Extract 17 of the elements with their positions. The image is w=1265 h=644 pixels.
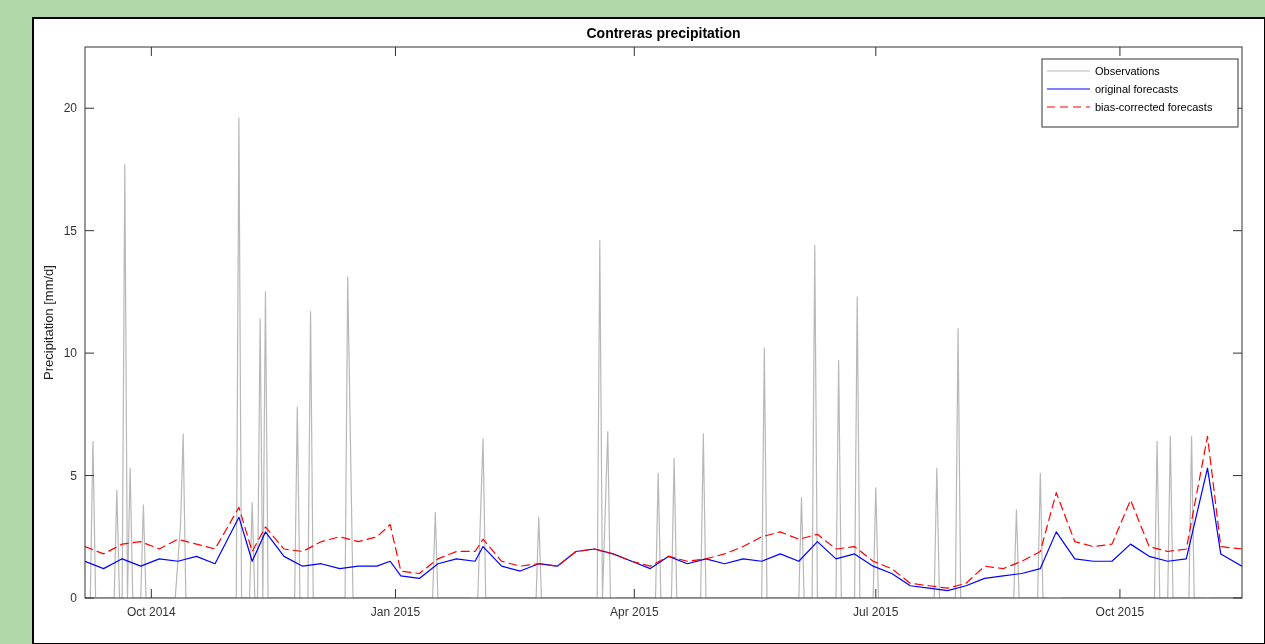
x-tick-label: Jul 2015 <box>853 605 899 619</box>
y-axis-title: Precipitation [mm/d] <box>41 265 56 380</box>
legend-label: bias-corrected forecasts <box>1095 100 1213 113</box>
y-tick-label: 20 <box>63 101 78 116</box>
x-tick-label: Oct 2014 <box>126 605 177 619</box>
y-tick-label: 10 <box>63 346 78 361</box>
x-tick-label: Apr 2015 <box>609 605 659 619</box>
line-series <box>85 435 1242 589</box>
legend-label: original forecasts <box>1095 82 1179 95</box>
y-tick-label: 5 <box>70 468 78 483</box>
x-tick-label: Oct 2015 <box>1095 605 1145 619</box>
legend-label: Observations <box>1095 64 1161 77</box>
line-series <box>85 467 1242 592</box>
chart-title: Contreras precipitation <box>586 25 741 41</box>
x-tick-label: Jan 2015 <box>370 605 421 619</box>
y-tick-label: 0 <box>70 591 78 606</box>
y-tick-label: 15 <box>63 223 78 238</box>
